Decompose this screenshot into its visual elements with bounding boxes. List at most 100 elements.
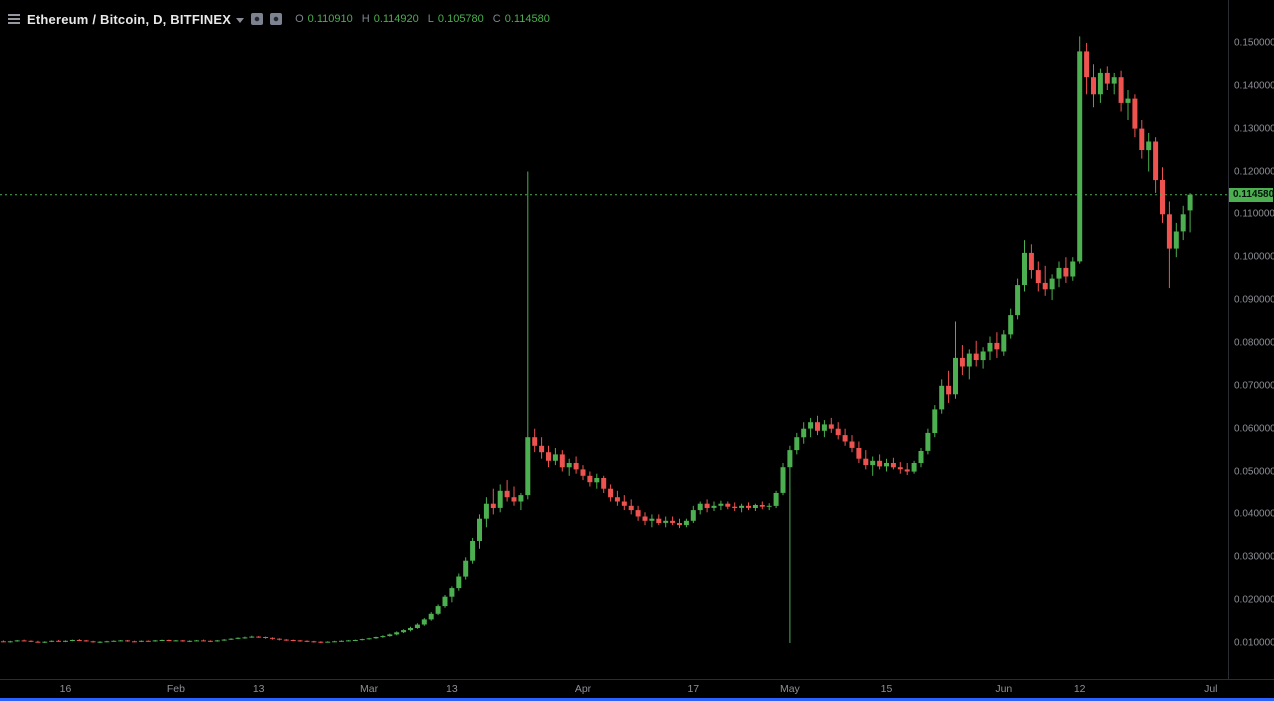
candle-body [111,640,117,642]
candle-body [1111,77,1117,84]
candle-body [69,640,75,641]
price-axis-label: 0.080000 [1234,337,1274,349]
time-axis-label: Mar [360,683,379,695]
candle-body [704,503,710,508]
candle-body [884,463,889,467]
candle-body [946,385,952,395]
symbol-selector[interactable]: Ethereum / Bitcoin, D, BITFINEX [27,12,245,27]
candle-body [1049,278,1055,290]
candle-body [180,640,186,642]
candle-body [677,523,682,526]
candle-body [787,450,793,468]
chevron-down-icon [236,17,245,23]
candle-body [394,632,400,635]
candle-body [42,641,48,643]
chart-pane[interactable] [0,0,1228,679]
price-axis-label: 0.020000 [1234,594,1274,606]
candle-body [297,640,303,642]
candle-body [435,606,441,614]
candle-body [559,454,565,468]
candle-body [621,501,627,506]
candle-body [828,424,834,429]
candle-body [263,637,269,638]
candle-body [173,640,179,642]
candle-body [366,638,372,640]
candle-body [104,641,110,643]
candle-body [725,503,731,507]
candle-body [552,454,558,461]
candle-body [221,639,227,641]
candle-body [587,475,593,483]
price-axis-label: 0.120000 [1234,166,1274,177]
candle-body [773,493,779,506]
time-axis[interactable]: 16 Feb 13 Mar 13 Apr 17 May 15 Jun 12 Jul [0,679,1274,698]
candle-body [387,634,393,637]
candle-body [1132,98,1138,129]
menu-icon[interactable] [8,14,20,24]
candle-body [959,357,965,367]
candle-body [483,503,489,519]
candle-body [1042,282,1048,290]
candle-body [932,409,938,433]
candle-body [690,510,696,521]
candle-body [656,518,662,523]
candle-body [925,432,931,451]
candle-body [1028,252,1034,270]
candle-body [794,437,800,451]
candle-body [1180,214,1186,232]
candle-body [780,467,786,493]
time-axis-label: 12 [1073,683,1086,695]
candle-body [90,641,96,643]
candle-body [28,640,34,642]
gear-icon[interactable] [270,13,283,25]
candle-body [97,641,103,643]
time-axis-label: Jun [995,683,1013,695]
candle-body [718,503,724,506]
price-axis-label: 0.010000 [1234,637,1274,649]
candle-body [1001,334,1007,352]
candle-body [863,458,869,466]
candle-body [56,640,62,642]
candle-body [1008,315,1014,335]
candle-body [21,640,27,642]
candle-body [580,469,586,476]
candle-body [856,448,862,459]
candle-body [849,441,855,448]
candle-body [166,640,172,641]
candle-body [808,422,814,429]
candle-body [270,637,275,639]
candle-body [904,469,910,472]
candle-body [1104,72,1110,84]
candle-body [276,638,282,640]
candle-body [815,422,820,431]
candle-body [518,495,524,502]
bottom-accent-bar [0,698,1274,701]
candle-body [1118,77,1124,103]
current-price-tag: 0.114580 [1229,187,1274,202]
candle-body [1015,285,1021,316]
candle-body [897,467,903,470]
price-axis-label: 0.140000 [1234,80,1274,92]
candle-body [228,638,234,640]
candle-body [711,505,717,508]
time-axis-label: 17 [687,683,700,695]
candle-body [1160,180,1165,215]
candle-body [1070,261,1076,277]
candle-body [242,637,248,639]
candle-body [1166,214,1172,249]
eye-icon[interactable] [251,13,264,25]
candle-body [408,628,413,631]
time-axis-label: 15 [880,683,893,695]
candle-body [835,428,841,436]
candle-body [159,640,165,641]
time-axis-label: 13 [252,683,265,695]
candle-body [401,630,407,633]
candle-body [318,641,324,643]
candle-body [359,639,365,641]
candle-body [497,490,503,508]
candle-body [256,636,262,638]
candle-body [525,437,531,496]
price-axis[interactable]: 0.150000 0.140000 0.130000 0.120000 0.110000… [1228,0,1274,679]
candle-body [490,503,496,508]
candle-body [683,520,689,526]
